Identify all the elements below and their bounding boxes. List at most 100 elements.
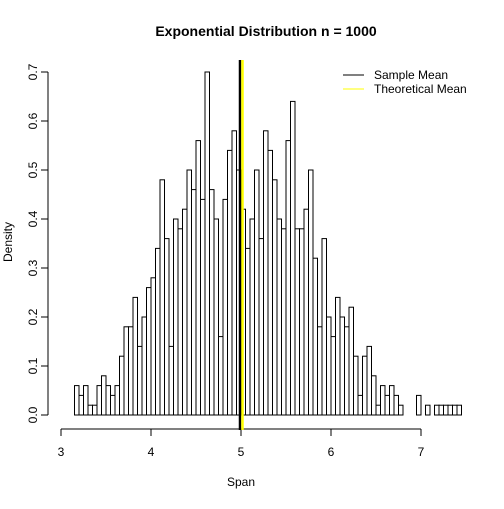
histogram-bar bbox=[263, 130, 269, 416]
x-axis: 3 4 5 6 7 bbox=[58, 428, 425, 459]
y-tick-label: 0.5 bbox=[26, 161, 40, 178]
y-tick-label: 0.2 bbox=[26, 308, 40, 325]
histogram-bar bbox=[204, 71, 210, 416]
histogram-bar bbox=[443, 404, 449, 416]
histogram-bar bbox=[326, 316, 332, 416]
y-tick-label: 0.6 bbox=[26, 112, 40, 129]
histogram-bar bbox=[114, 385, 120, 416]
histogram-bar bbox=[317, 326, 323, 416]
histogram-bar bbox=[128, 326, 134, 416]
x-tick-label: 6 bbox=[328, 445, 335, 459]
histogram-bar bbox=[452, 404, 458, 416]
histogram-bar bbox=[425, 404, 431, 416]
histogram-bar bbox=[146, 287, 152, 416]
x-tick-label: 3 bbox=[58, 445, 65, 459]
histogram-bar bbox=[456, 404, 462, 416]
histogram-bar bbox=[447, 404, 453, 416]
histogram-bar bbox=[182, 208, 188, 416]
x-tick-label: 4 bbox=[148, 445, 155, 459]
histogram-bar bbox=[137, 345, 143, 416]
histogram-bars bbox=[74, 71, 462, 416]
y-axis-label: Density bbox=[1, 222, 15, 262]
histogram-bar bbox=[177, 228, 183, 416]
reference-lines bbox=[238, 60, 244, 430]
histogram-bar bbox=[380, 385, 386, 416]
legend-label: Theoretical Mean bbox=[374, 82, 467, 96]
histogram-bar bbox=[96, 385, 102, 416]
legend-label: Sample Mean bbox=[374, 68, 448, 82]
histogram-bar bbox=[389, 385, 395, 416]
histogram-bar bbox=[222, 198, 228, 416]
histogram-bar bbox=[416, 394, 422, 416]
histogram-bar bbox=[150, 277, 156, 416]
histogram-bar bbox=[105, 385, 111, 416]
histogram-bar bbox=[285, 140, 291, 416]
histogram-bar bbox=[276, 218, 282, 416]
histogram-bar bbox=[209, 189, 215, 416]
histogram-bar bbox=[362, 355, 368, 416]
histogram-bar bbox=[155, 247, 161, 416]
histogram-bar bbox=[267, 149, 273, 416]
y-tick-label: 0.0 bbox=[26, 406, 40, 423]
histogram-bar bbox=[92, 404, 98, 416]
histogram-bar bbox=[272, 179, 278, 416]
histogram-bar bbox=[434, 404, 440, 416]
histogram-bar bbox=[141, 316, 147, 416]
histogram-bar bbox=[231, 130, 237, 416]
histogram-bar bbox=[101, 375, 107, 416]
histogram-bar bbox=[164, 238, 170, 416]
histogram-bar bbox=[249, 218, 255, 416]
histogram-bar bbox=[132, 296, 138, 416]
histogram-bar bbox=[258, 238, 264, 416]
histogram-bar bbox=[218, 336, 224, 416]
y-axis: 0.0 0.1 0.2 0.3 0.4 0.5 0.6 0.7 bbox=[26, 63, 49, 423]
histogram-bar bbox=[213, 218, 219, 416]
histogram-bar bbox=[173, 218, 179, 416]
histogram-bar bbox=[245, 247, 251, 416]
histogram-bar bbox=[438, 404, 444, 416]
histogram-bar bbox=[371, 375, 377, 416]
histogram-bar bbox=[159, 179, 165, 416]
histogram-bar bbox=[366, 345, 372, 416]
x-axis-label: Span bbox=[227, 475, 255, 489]
histogram-bar bbox=[393, 394, 399, 416]
chart-title: Exponential Distribution n = 1000 bbox=[155, 23, 377, 39]
y-tick-label: 0.4 bbox=[26, 210, 40, 227]
histogram-bar bbox=[83, 385, 89, 416]
histogram-bar bbox=[375, 404, 381, 416]
histogram-bar bbox=[294, 228, 300, 416]
histogram-bar bbox=[78, 394, 84, 416]
histogram-bar bbox=[384, 394, 390, 416]
histogram-bar bbox=[357, 394, 363, 416]
histogram-bar bbox=[195, 140, 201, 416]
histogram-bar bbox=[74, 385, 80, 416]
histogram-bar bbox=[168, 345, 174, 416]
histogram-bar bbox=[303, 208, 309, 416]
histogram-bar bbox=[119, 355, 125, 416]
histogram-bar bbox=[200, 198, 206, 416]
histogram-bar bbox=[110, 394, 116, 416]
y-tick-label: 0.7 bbox=[26, 63, 40, 80]
histogram-bar bbox=[87, 404, 93, 416]
histogram-bar bbox=[123, 326, 129, 416]
y-tick-label: 0.1 bbox=[26, 357, 40, 374]
histogram-bar bbox=[191, 189, 197, 416]
histogram-bar bbox=[186, 169, 192, 416]
histogram-bar bbox=[308, 169, 314, 416]
x-tick-label: 5 bbox=[238, 445, 245, 459]
y-tick-label: 0.3 bbox=[26, 259, 40, 276]
histogram-bar bbox=[290, 100, 296, 416]
histogram-bar bbox=[398, 404, 404, 416]
histogram-bar bbox=[353, 355, 359, 416]
histogram-bar bbox=[312, 257, 318, 416]
histogram-bar bbox=[335, 296, 341, 416]
histogram-bar bbox=[344, 326, 350, 416]
histogram-bar bbox=[348, 306, 354, 416]
histogram-bar bbox=[321, 238, 327, 416]
histogram-bar bbox=[339, 316, 345, 416]
histogram-bar bbox=[227, 149, 233, 416]
x-tick-label: 7 bbox=[418, 445, 425, 459]
